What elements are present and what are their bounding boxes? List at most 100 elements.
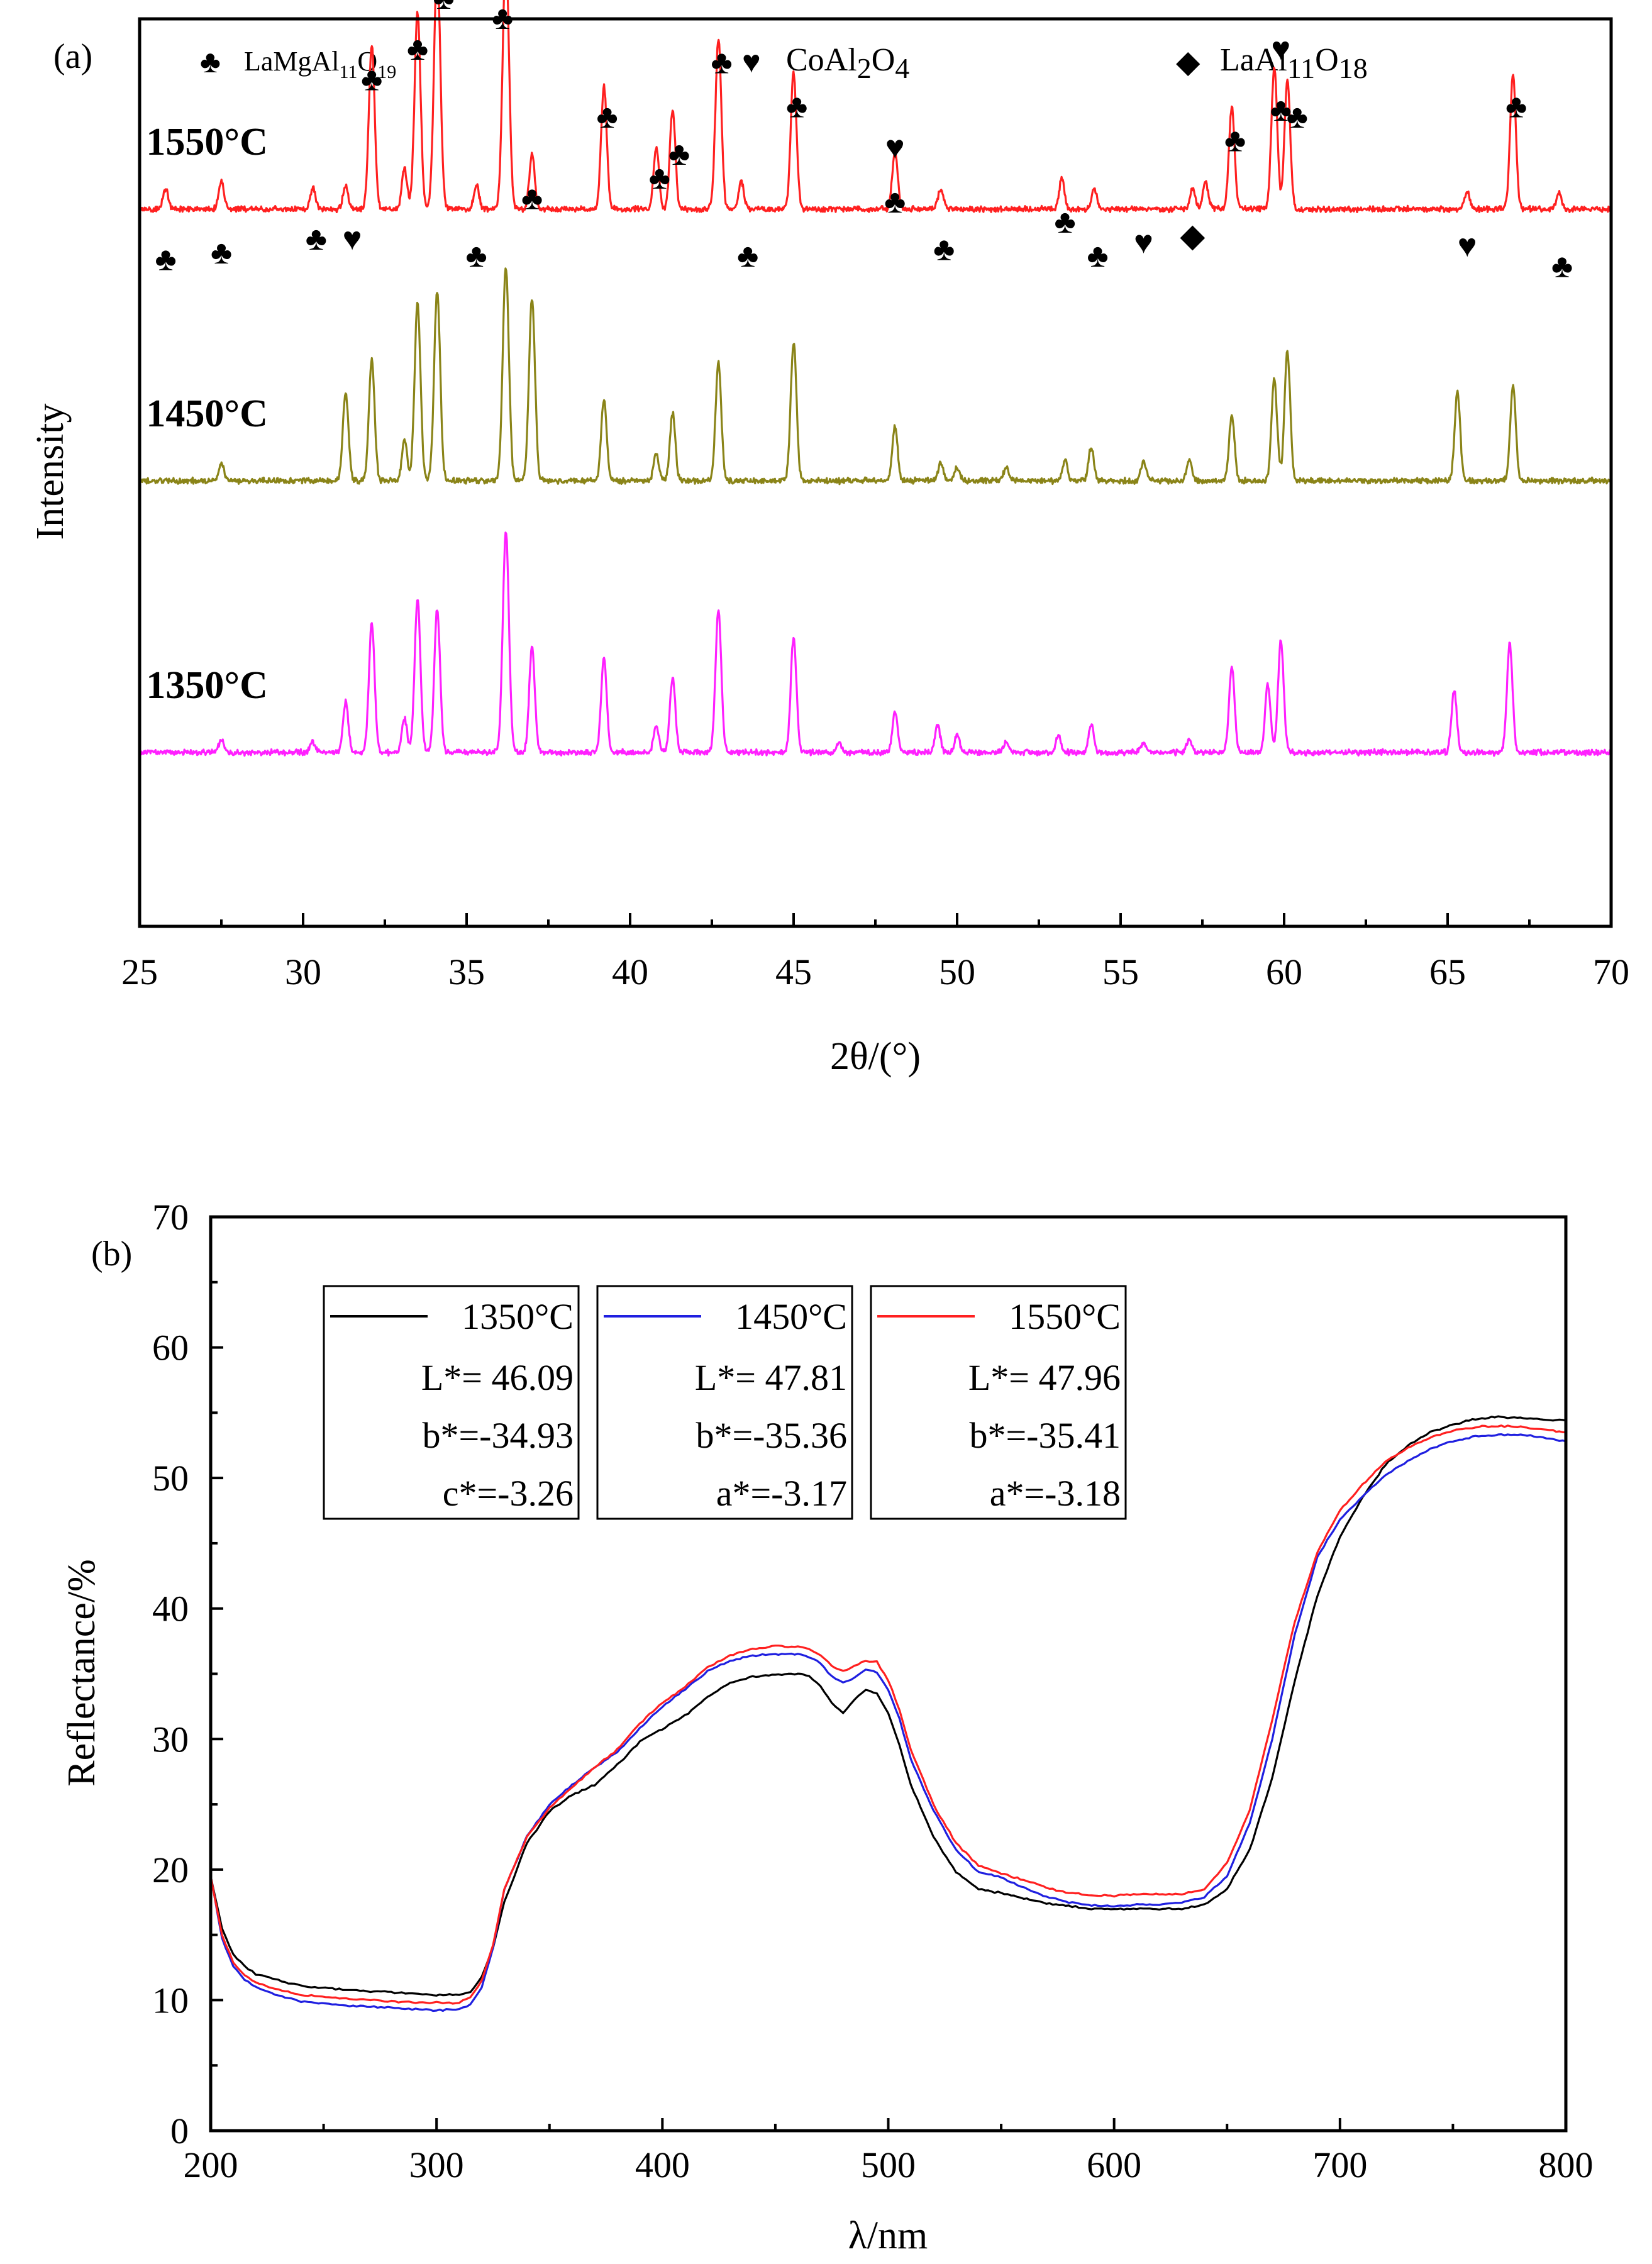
legend-box: 1350°C L*= 46.09 b*=-34.93 c*=-3.26: [323, 1285, 580, 1520]
reflectance-plot-frame: [209, 1215, 1568, 2133]
text-span: 11: [1287, 52, 1315, 84]
x-tick-label: 400: [635, 2145, 690, 2185]
xrd-x-ticks: 25 30 35 40 45 50 55 60 65 70: [121, 913, 1629, 992]
series-label: 1550°C: [146, 121, 268, 164]
peak-marker-club: ♣: [711, 45, 733, 80]
xrd-y-axis-label: Intensity: [29, 404, 72, 540]
x-tick-label: 50: [939, 952, 975, 992]
x-tick-label: 60: [1266, 952, 1302, 992]
legend-formula: LaMgAl11O19: [244, 46, 396, 82]
text-span: CoAl: [786, 42, 857, 78]
peak-marker-club: ♣: [521, 180, 543, 216]
xrd-curve-1550: [139, 0, 1612, 214]
xrd-legend: ♣ LaMgAl11O19 ♥ CoAl2O4 ◆ LaAl11O18: [200, 42, 1368, 84]
legend-symbol: ◆: [1176, 44, 1200, 79]
legend-box: 1450°C L*= 47.81 b*=-35.36 a*=-3.17: [596, 1285, 853, 1520]
legend-formula: LaAl11O18: [1220, 42, 1368, 84]
reflectance-curve-1450: [209, 1433, 1566, 2012]
xrd-legend-item: ♥ CoAl2O4: [742, 42, 909, 84]
legend-color-value: b*=-35.41: [969, 1415, 1121, 1456]
peak-marker-club: ♣: [884, 184, 906, 220]
reflectance-x-axis-label: λ/nm: [848, 2214, 928, 2257]
legend-box-frame: [323, 1285, 580, 1520]
xrd-peak-markers: ♣♣♣♥♣♣♣♣♣♣♣♣♣♣♣♣♥♣♣♣♣♥◆♣♥♣♣♥♣♣: [155, 0, 1573, 284]
text-span: 19: [377, 62, 396, 82]
x-tick-label: 70: [1593, 952, 1629, 992]
reflectance-curve-1350: [209, 1415, 1566, 1997]
peak-marker-club: ♣: [1270, 92, 1292, 128]
text-span: 11: [340, 62, 358, 82]
x-tick-label: 45: [775, 952, 812, 992]
peak-marker-club: ♣: [466, 238, 487, 274]
x-tick-label: 25: [121, 952, 158, 992]
x-tick-label: 600: [1087, 2145, 1141, 2185]
x-tick-label: 65: [1429, 952, 1466, 992]
x-tick-label: 700: [1312, 2145, 1367, 2185]
y-tick-label: 0: [170, 2111, 189, 2151]
series-label: 1450°C: [146, 392, 268, 435]
y-tick-label: 60: [152, 1328, 189, 1368]
xrd-legend-item: ♣ LaMgAl11O19: [200, 44, 396, 82]
peak-marker-club: ♣: [433, 0, 455, 16]
xrd-series-labels: 1550°C 1450°C 1350°C: [146, 121, 268, 707]
y-tick-label: 50: [152, 1458, 189, 1499]
text-span: 18: [1339, 52, 1368, 84]
legend-series-label: 1450°C: [735, 1296, 847, 1337]
xrd-curves: [138, 0, 1612, 757]
x-tick-label: 35: [448, 952, 485, 992]
reflectance-legend: 1350°C L*= 46.09 b*=-34.93 c*=-3.26 1450°C L*…: [323, 1285, 1127, 1520]
y-tick-label: 70: [152, 1197, 189, 1238]
reflectance-curve-1550: [209, 1424, 1566, 2005]
peak-marker-club: ♣: [597, 99, 618, 135]
peak-marker-club: ♣: [786, 89, 807, 125]
peak-marker-club: ♣: [1224, 123, 1246, 159]
peak-marker-club: ♣: [1551, 248, 1573, 284]
legend-color-value: a*=-3.17: [716, 1473, 847, 1514]
legend-box: 1550°C L*= 47.96 b*=-35.41 a*=-3.18: [870, 1285, 1127, 1520]
series-label: 1350°C: [146, 664, 268, 707]
xrd-plot-frame: [138, 17, 1613, 928]
text-span: O: [872, 42, 895, 78]
reflectance-ticks: 200 300 400 500 600 700 800 0 10 20 30 40 50 60 70: [152, 1197, 1594, 2185]
x-tick-label: 200: [184, 2145, 238, 2185]
xrd-x-axis-label: 2θ/(°): [830, 1035, 921, 1078]
peak-marker-diamond: ◆: [1180, 218, 1205, 254]
legend-color-value: a*=-3.18: [990, 1473, 1121, 1514]
text-span: LaMgAl: [244, 46, 340, 77]
y-tick-label: 40: [152, 1589, 189, 1629]
reflectance-panel: (b) 200 300 400 500 600 700 800 0 10 20 30 40 50 60 70…: [60, 1197, 1594, 2257]
x-tick-label: 800: [1539, 2145, 1594, 2185]
legend-formula: CoAl2O4: [786, 42, 909, 84]
x-tick-label: 40: [612, 952, 648, 992]
legend-color-value: L*= 46.09: [421, 1357, 574, 1398]
text-span: O: [1315, 42, 1339, 78]
x-tick-label: 30: [285, 952, 321, 992]
peak-marker-club: ♣: [737, 238, 758, 274]
peak-marker-heart: ♥: [885, 130, 905, 165]
legend-color-value: c*=-3.26: [443, 1473, 574, 1514]
peak-marker-club: ♣: [1055, 204, 1076, 240]
peak-marker-heart: ♥: [1271, 31, 1290, 67]
legend-box-frame: [870, 1285, 1127, 1520]
text-span: 4: [895, 52, 909, 84]
panel-a-label: (a): [53, 37, 92, 76]
peak-marker-club: ♣: [1287, 99, 1308, 135]
peak-marker-club: ♣: [649, 160, 670, 196]
text-span: 2: [857, 52, 872, 84]
peak-marker-club: ♣: [407, 31, 428, 67]
legend-symbol: ♥: [742, 44, 761, 79]
peak-marker-club: ♣: [668, 136, 690, 172]
panel-b-label: (b): [91, 1235, 132, 1274]
peak-marker-club: ♣: [361, 62, 382, 97]
reflectance-y-axis-label: Reflectance/%: [60, 1559, 103, 1786]
peak-marker-club: ♣: [211, 235, 232, 271]
xrd-panel: (a) ♣ LaMgAl11O19 ♥ CoAl2O4 ◆ LaAl11O18 ♣ ♣ ♣ ♥♣…: [29, 0, 1629, 1078]
peak-marker-club: ♣: [933, 231, 955, 267]
legend-color-value: L*= 47.81: [695, 1357, 847, 1398]
x-tick-label: 500: [861, 2145, 916, 2185]
peak-marker-club: ♣: [1087, 238, 1109, 274]
legend-symbol: ♣: [200, 44, 221, 79]
y-tick-label: 10: [152, 1980, 189, 2021]
peak-marker-heart: ♥: [343, 221, 362, 257]
